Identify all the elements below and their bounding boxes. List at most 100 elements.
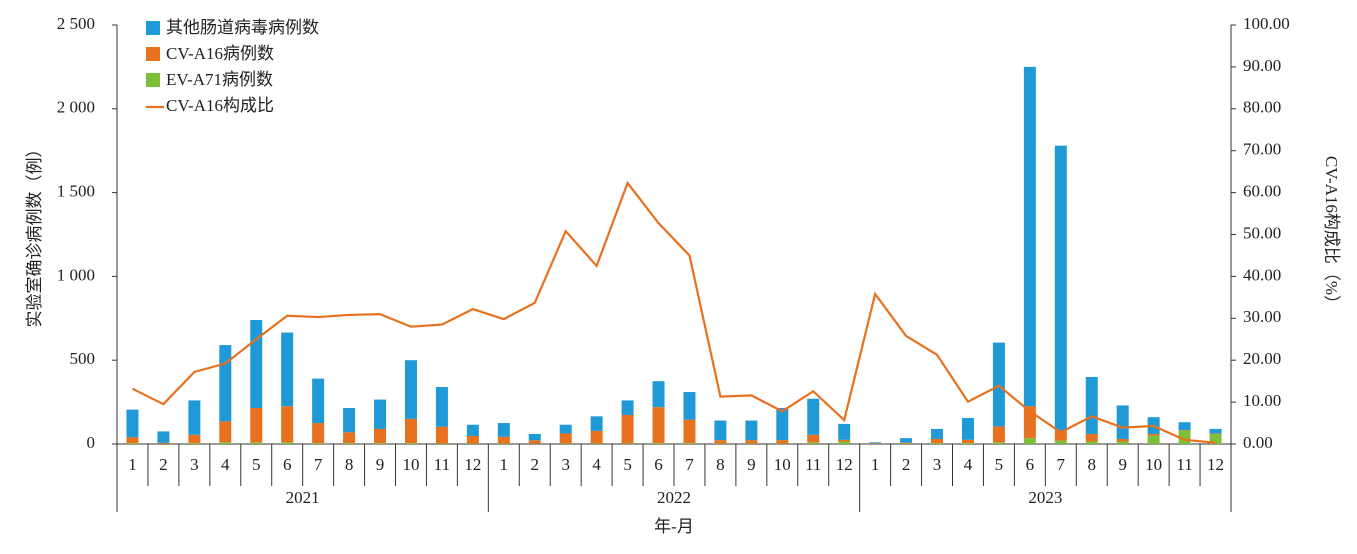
bar — [652, 381, 665, 408]
y2-tick-label: 100.00 — [1243, 14, 1290, 33]
bar — [1178, 422, 1191, 431]
bar — [683, 419, 696, 444]
bar — [312, 423, 325, 444]
bar — [621, 415, 634, 444]
bar — [1147, 433, 1160, 436]
bar — [590, 430, 603, 444]
bar — [992, 442, 1005, 444]
y2-tick-label: 20.00 — [1243, 349, 1281, 368]
x-tick-label: 11 — [805, 455, 821, 474]
y-tick-label: 1 500 — [57, 182, 95, 201]
bar — [1178, 430, 1191, 431]
bar — [838, 441, 851, 444]
bar — [776, 407, 789, 441]
bar — [961, 439, 974, 444]
x-tick-label: 8 — [716, 455, 725, 474]
bar — [312, 378, 325, 424]
x-tick-label: 12 — [836, 455, 853, 474]
bar — [652, 443, 665, 444]
x-tick-label: 12 — [464, 455, 481, 474]
bar — [1023, 66, 1036, 407]
x-tick-label: 10 — [774, 455, 791, 474]
x-tick-label: 5 — [252, 455, 261, 474]
bar — [219, 442, 232, 444]
bar — [961, 443, 974, 444]
x-tick-label: 4 — [964, 455, 973, 474]
x-tick-label: 8 — [1088, 455, 1097, 474]
bar — [435, 387, 448, 427]
bar — [1147, 435, 1160, 444]
x-tick-label: 11 — [1176, 455, 1192, 474]
bar — [250, 442, 263, 444]
x-tick-label: 11 — [434, 455, 450, 474]
bar — [1085, 441, 1098, 444]
year-label: 2021 — [286, 488, 320, 507]
x-tick-label: 3 — [561, 455, 570, 474]
x-tick-label: 6 — [654, 455, 663, 474]
bar — [714, 443, 727, 444]
bar — [343, 432, 356, 444]
x-tick-label: 2 — [159, 455, 168, 474]
x-tick-label: 9 — [747, 455, 756, 474]
y-tick-label: 0 — [87, 433, 96, 452]
bar — [776, 440, 789, 444]
bar — [1209, 428, 1222, 434]
bar — [992, 426, 1005, 443]
bar — [374, 428, 387, 444]
x-tick-label: 1 — [128, 455, 137, 474]
bar — [1116, 405, 1129, 439]
bar — [497, 443, 510, 444]
x-tick-label: 1 — [871, 455, 880, 474]
y-axis-label: 实验室确诊病例数（例） — [25, 141, 44, 328]
x-tick-label: 12 — [1207, 455, 1224, 474]
bar — [559, 433, 572, 444]
bar — [838, 439, 851, 442]
bar — [281, 332, 294, 407]
bar — [250, 319, 263, 408]
x-tick-label: 2 — [902, 455, 911, 474]
y2-axis-label: CV-A16构成比（%） — [1322, 156, 1341, 312]
bar — [1023, 438, 1036, 444]
legend-swatch — [146, 47, 160, 61]
x-tick-label: 3 — [190, 455, 199, 474]
bar — [497, 436, 510, 444]
bar — [466, 443, 479, 444]
y2-tick-label: 70.00 — [1243, 140, 1281, 159]
legend-label: CV-A16病例数 — [166, 44, 274, 63]
bar — [188, 400, 201, 435]
bar — [126, 443, 139, 444]
y2-tick-label: 30.00 — [1243, 307, 1281, 326]
bar — [466, 424, 479, 436]
bar — [900, 443, 913, 444]
y2-tick-label: 0.00 — [1243, 433, 1273, 452]
bar — [1116, 441, 1129, 444]
bar — [343, 407, 356, 433]
x-tick-label: 7 — [1057, 455, 1066, 474]
bar — [404, 418, 417, 444]
legend-label: CV-A16构成比 — [166, 96, 274, 115]
x-tick-label: 9 — [376, 455, 385, 474]
bar — [1209, 433, 1222, 444]
bar — [528, 440, 541, 444]
legend-swatch — [146, 21, 160, 35]
bar — [776, 443, 789, 444]
legend-label: 其他肠道病毒病例数 — [166, 18, 319, 37]
x-tick-label: 7 — [685, 455, 694, 474]
bar — [869, 442, 882, 444]
bar — [219, 345, 232, 422]
bar — [435, 426, 448, 444]
bar — [312, 443, 325, 444]
bar — [435, 443, 448, 444]
year-label: 2023 — [1028, 488, 1062, 507]
bar — [900, 438, 913, 443]
bar — [961, 418, 974, 440]
bar — [714, 440, 727, 444]
x-tick-label: 5 — [623, 455, 632, 474]
y2-tick-label: 60.00 — [1243, 182, 1281, 201]
bar — [807, 434, 820, 443]
bar — [1116, 438, 1129, 442]
bar — [559, 443, 572, 444]
bar — [528, 433, 541, 441]
bar — [931, 443, 944, 444]
